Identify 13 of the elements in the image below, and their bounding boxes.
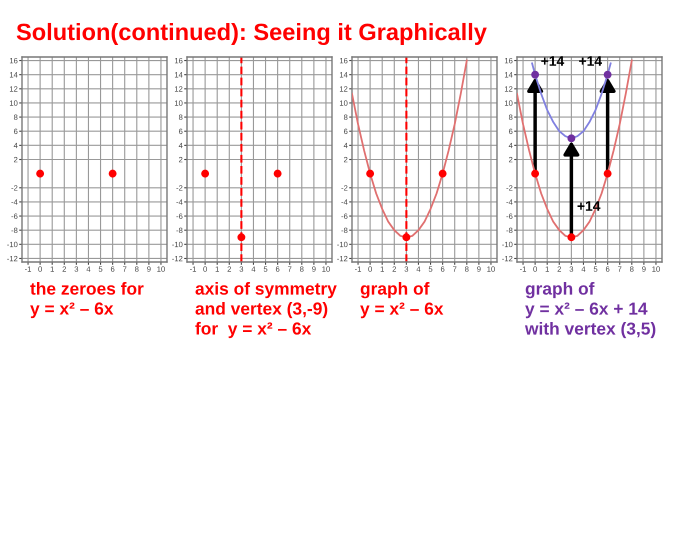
point xyxy=(604,70,612,79)
x-axis-title: axis of symmetry and vertex (3,-9) for y = x² – 6x xyxy=(195,282,337,338)
x-axis-title: graph of y = x² – 6x xyxy=(360,282,444,318)
x-axis-title: graph of y = x² – 6x + 14 with vertex (3,5) xyxy=(524,282,656,338)
annotation: +14 xyxy=(541,56,564,66)
text: Solution(continued): Seeing it Graphically xyxy=(16,22,487,46)
x-axis-title: the zeroes for y = x² – 6x xyxy=(30,282,144,318)
point xyxy=(531,70,540,79)
annotation: +14 xyxy=(579,56,602,66)
point xyxy=(567,134,576,142)
point xyxy=(531,170,540,178)
point xyxy=(604,170,612,178)
point xyxy=(567,233,576,242)
